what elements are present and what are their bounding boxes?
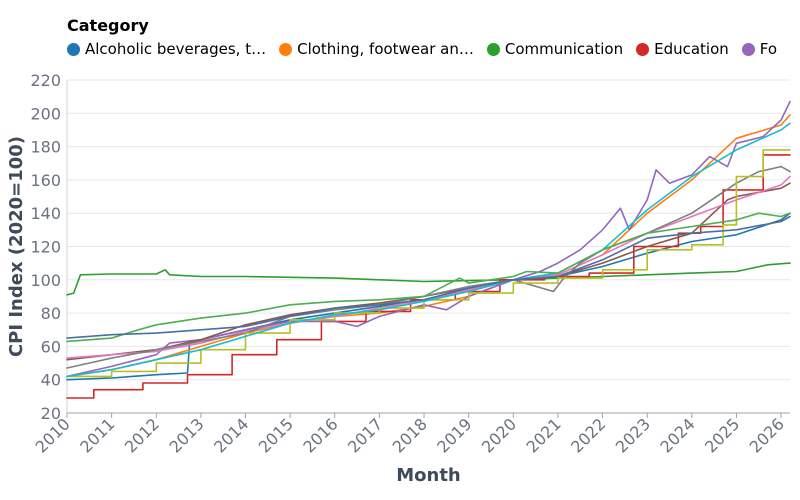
y-axis-title: CPI Index (2020=100) bbox=[6, 136, 27, 357]
series-line bbox=[66, 165, 791, 369]
legend-title: Category bbox=[67, 16, 149, 35]
legend-item[interactable]: Fo bbox=[741, 40, 778, 58]
y-tick-label: 80 bbox=[41, 304, 61, 323]
x-tick-label: 2012 bbox=[121, 414, 163, 456]
series-line bbox=[66, 100, 791, 378]
legend-label: Fo bbox=[759, 40, 778, 58]
legend-label: Clothing, footwear an… bbox=[297, 40, 474, 58]
legend-swatch bbox=[741, 42, 755, 56]
legend-item[interactable]: Clothing, footwear an… bbox=[279, 40, 474, 58]
series-line bbox=[66, 114, 791, 378]
x-tick-label: 2015 bbox=[255, 414, 297, 456]
legend-swatch bbox=[279, 42, 293, 56]
y-tick-label: 20 bbox=[41, 404, 61, 423]
y-tick-label: 120 bbox=[30, 238, 61, 257]
x-tick-label: 2011 bbox=[76, 414, 118, 456]
series-line bbox=[66, 262, 791, 296]
x-tick-labels: 2010 2011 2012 2013 2014 2015 2016 2017 2018 2019… bbox=[32, 414, 788, 456]
legend-item[interactable]: Communication bbox=[486, 40, 624, 58]
series-line bbox=[66, 175, 791, 359]
legend-label: Education bbox=[654, 40, 729, 58]
y-tick-label: 180 bbox=[30, 138, 61, 157]
legend-label: Communication bbox=[504, 40, 624, 58]
y-tick-label: 140 bbox=[30, 204, 61, 223]
x-tick-label: 2025 bbox=[701, 414, 743, 456]
y-tick-label: 60 bbox=[41, 337, 61, 356]
x-tick-label: 2020 bbox=[478, 414, 520, 456]
legend-swatch bbox=[486, 42, 500, 56]
series-line bbox=[66, 215, 791, 339]
x-axis-title: Month bbox=[396, 465, 461, 486]
legend-item[interactable]: Education bbox=[636, 40, 729, 58]
x-tick-label: 2016 bbox=[299, 414, 341, 456]
legend: Alcoholic beverages, t… Clothing, footwea… bbox=[67, 40, 800, 62]
x-tick-label: 2018 bbox=[389, 414, 431, 456]
y-tick-label: 100 bbox=[30, 271, 61, 290]
y-tick-label: 200 bbox=[30, 104, 61, 123]
x-tick-label: 2013 bbox=[165, 414, 207, 456]
series-line bbox=[66, 182, 791, 361]
y-tick-labels: 20 40 60 80 100 120 140 160 180 200 220 bbox=[30, 71, 61, 423]
legend-item[interactable]: Alcoholic beverages, t… bbox=[67, 40, 266, 58]
x-tick-label: 2024 bbox=[656, 414, 698, 456]
x-tick-label: 2019 bbox=[433, 414, 475, 456]
legend-swatch bbox=[67, 42, 80, 56]
series-line bbox=[66, 122, 791, 378]
x-tick-label: 2026 bbox=[746, 414, 788, 456]
series-line bbox=[66, 212, 791, 343]
y-tick-label: 40 bbox=[41, 371, 61, 390]
legend-swatch bbox=[636, 42, 650, 56]
x-tick-label: 2023 bbox=[612, 414, 654, 456]
y-tick-label: 160 bbox=[30, 171, 61, 190]
x-tick-label: 2017 bbox=[344, 414, 386, 456]
series-line bbox=[66, 149, 791, 378]
legend-label: Alcoholic beverages, t… bbox=[85, 40, 267, 58]
x-tick-label: 2022 bbox=[567, 414, 609, 456]
y-tick-label: 220 bbox=[30, 71, 61, 90]
series-lines bbox=[66, 100, 791, 399]
x-tick-label: 2010 bbox=[32, 414, 74, 456]
series-line bbox=[66, 154, 791, 399]
gridlines bbox=[67, 79, 790, 414]
x-tick-label: 2014 bbox=[210, 414, 252, 456]
x-tick-label: 2021 bbox=[523, 414, 565, 456]
